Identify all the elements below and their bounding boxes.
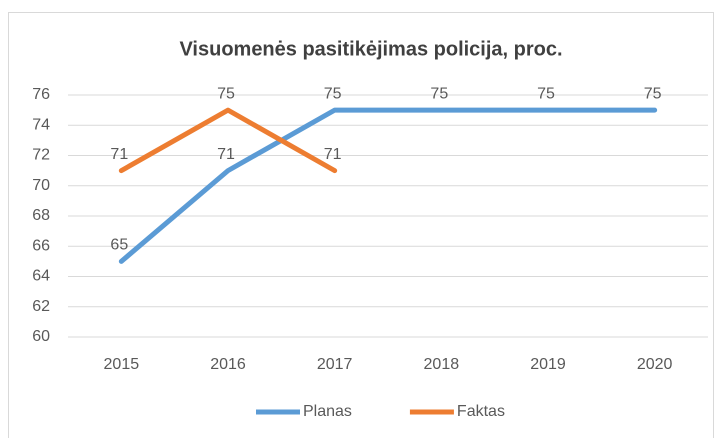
- legend-label: Faktas: [457, 403, 505, 420]
- x-tick-label: 2017: [317, 356, 353, 373]
- legend-label: Planas: [303, 403, 352, 420]
- x-tick-label: 2019: [530, 356, 566, 373]
- y-tick-label: 76: [32, 86, 50, 103]
- series-line: [118, 107, 338, 174]
- data-label: 75: [430, 85, 448, 102]
- y-tick-label: 60: [32, 328, 50, 345]
- data-label: 75: [537, 85, 555, 102]
- y-tick-label: 70: [32, 177, 50, 194]
- y-tick-label: 68: [32, 207, 50, 224]
- chart-border: [8, 12, 714, 443]
- chart-title: Visuomenės pasitikėjimas policija, proc.: [179, 38, 562, 60]
- y-tick-label: 62: [32, 298, 50, 315]
- series-line: [118, 107, 658, 264]
- x-tick-label: 2015: [104, 356, 140, 373]
- y-tick-label: 66: [32, 237, 50, 254]
- data-label: 75: [324, 85, 342, 102]
- y-tick-label: 74: [32, 116, 50, 133]
- data-label: 75: [217, 85, 235, 102]
- y-tick-label: 72: [32, 147, 50, 164]
- data-label: 71: [324, 146, 342, 163]
- y-tick-label: 64: [32, 268, 50, 285]
- x-tick-label: 2016: [210, 356, 246, 373]
- data-label: 75: [644, 85, 662, 102]
- data-label: 71: [110, 146, 128, 163]
- data-label: 71: [217, 146, 235, 163]
- data-label: 65: [110, 237, 128, 254]
- x-tick-label: 2018: [424, 356, 460, 373]
- x-tick-label: 2020: [637, 356, 673, 373]
